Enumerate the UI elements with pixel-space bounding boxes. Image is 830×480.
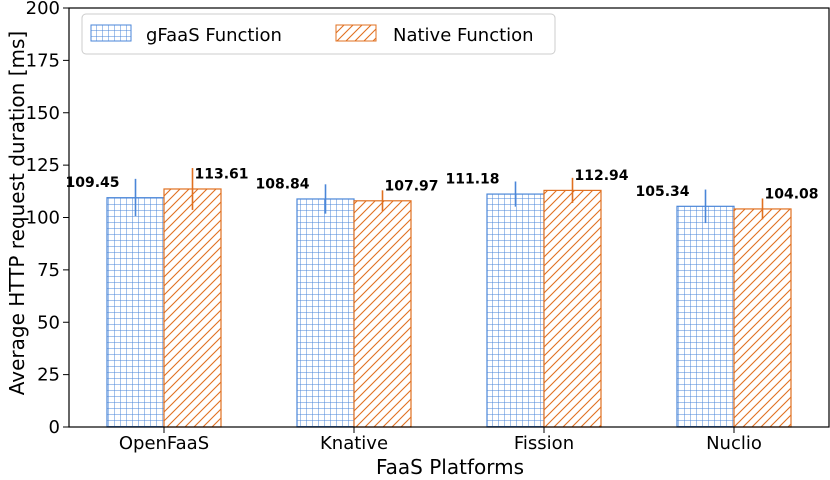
data-label: 108.84: [255, 177, 309, 193]
legend: gFaaS Function Native Function: [81, 13, 556, 55]
y-tick-label: 200: [26, 0, 60, 19]
bar: [353, 200, 412, 428]
bar: [733, 208, 792, 428]
legend-swatch-gfaas: [90, 24, 132, 42]
legend-box: [81, 13, 556, 55]
x-tick-label: Nuclio: [706, 433, 762, 454]
data-label: 104.08: [765, 186, 819, 202]
data-label: 109.45: [65, 175, 119, 191]
bar: [163, 188, 222, 428]
x-axis-title: FaaS Platforms: [376, 455, 524, 479]
x-tick-label: Fission: [514, 433, 574, 454]
data-label: 105.34: [635, 184, 689, 200]
legend-label-gfaas: gFaaS Function: [146, 25, 282, 46]
data-label: 113.61: [195, 167, 249, 183]
y-tick-label: 75: [37, 260, 60, 281]
y-tick-label: 50: [37, 312, 60, 333]
bar: [676, 205, 735, 428]
plot-frame: [68, 7, 830, 428]
y-tick-label: 175: [26, 50, 60, 71]
data-label: 111.18: [445, 172, 499, 188]
bar: [296, 198, 355, 428]
data-label: 112.94: [575, 168, 629, 184]
data-label: 107.97: [385, 178, 439, 194]
y-tick-label: 150: [26, 103, 60, 124]
y-tick-label: 125: [26, 155, 60, 176]
legend-swatch-native: [335, 24, 377, 42]
y-axis-title: Average HTTP request duration [ms]: [5, 31, 29, 395]
x-tick-label: Knative: [320, 433, 388, 454]
bar: [486, 193, 545, 428]
bar: [106, 197, 165, 428]
y-tick-label: 25: [37, 365, 60, 386]
x-tick-label: OpenFaaS: [119, 433, 209, 454]
y-tick-label: 100: [26, 208, 60, 229]
bar: [543, 189, 602, 428]
y-tick-label: 0: [49, 417, 60, 438]
legend-label-native: Native Function: [393, 25, 534, 46]
